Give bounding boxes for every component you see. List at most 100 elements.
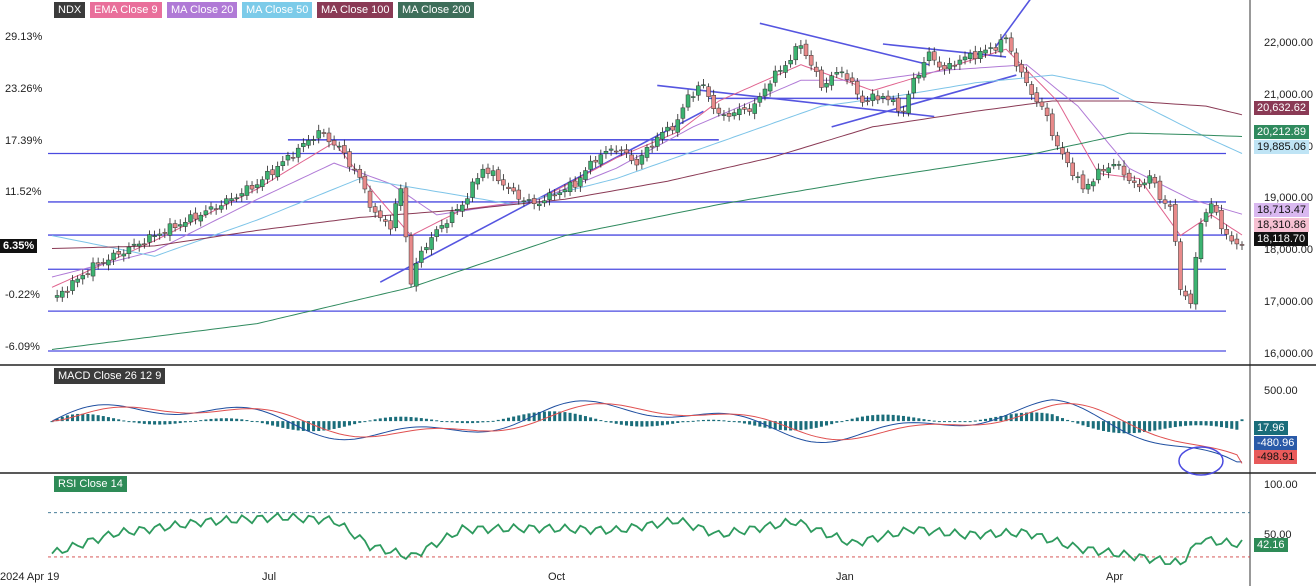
- macd-histogram-bar: [948, 421, 952, 423]
- candle-body: [557, 192, 563, 195]
- macd-histogram-bar: [460, 421, 464, 424]
- candle-body: [116, 251, 121, 255]
- candle-body: [896, 97, 901, 112]
- candle-body: [331, 140, 337, 146]
- macd-histogram-bar: [1143, 421, 1147, 433]
- macd-histogram-bar: [301, 421, 305, 431]
- candle-body: [54, 295, 60, 298]
- candle-body: [167, 223, 173, 236]
- candle-body: [562, 189, 568, 193]
- candle-body: [249, 185, 255, 190]
- candle-body: [239, 193, 245, 197]
- candle-body: [1060, 147, 1065, 155]
- macd-histogram-bar: [1076, 421, 1080, 424]
- macd-histogram-bar: [984, 418, 988, 422]
- macd-value-tag: -480.96: [1254, 436, 1298, 450]
- candle-body: [772, 70, 778, 83]
- macd-histogram-bar: [778, 421, 782, 430]
- macd-histogram-bar: [958, 421, 962, 423]
- macd-histogram-bar: [1132, 421, 1136, 434]
- macd-histogram-bar: [137, 421, 141, 424]
- macd-histogram-bar: [999, 415, 1003, 422]
- macd-histogram-bar: [876, 414, 880, 422]
- macd-histogram-bar: [742, 421, 746, 424]
- legend-item[interactable]: MA Close 100: [317, 2, 394, 18]
- macd-histogram-bar: [604, 421, 608, 423]
- current-value-tag: 18,310.86: [1254, 218, 1309, 232]
- macd-panel: [50, 399, 1244, 476]
- macd-histogram-bar: [1184, 421, 1188, 426]
- candle-body: [444, 223, 450, 228]
- candle-body: [726, 113, 732, 117]
- candle-body: [880, 96, 886, 99]
- rsi-tick-label: 100.00: [1264, 479, 1298, 491]
- candle-body: [501, 179, 506, 186]
- candle-body: [860, 95, 865, 103]
- price-tick-label: 22,000.00: [1264, 37, 1313, 49]
- candle-body: [485, 167, 491, 174]
- candle-body: [1106, 167, 1111, 173]
- time-tick-label: Oct: [548, 571, 566, 583]
- candle-body: [152, 235, 157, 237]
- legend-item[interactable]: MA Close 20: [167, 2, 238, 18]
- macd-histogram-bar: [871, 415, 875, 422]
- macd-histogram-bar: [501, 418, 505, 422]
- candle-body: [1039, 101, 1045, 107]
- candle-body: [1229, 235, 1234, 242]
- macd-histogram-bar: [573, 413, 577, 422]
- macd-histogram-bar: [194, 420, 198, 422]
- candle-body: [142, 243, 147, 246]
- candle-body: [408, 235, 414, 285]
- macd-histogram-bar: [594, 418, 598, 422]
- macd-histogram-bar: [937, 421, 941, 423]
- trendline: [379, 110, 704, 283]
- macd-histogram-bar: [558, 411, 562, 422]
- macd-histogram-bar: [440, 421, 444, 423]
- macd-histogram-bar: [348, 421, 351, 426]
- candle-body: [403, 187, 409, 238]
- candle-body: [578, 177, 583, 187]
- candle-body: [921, 62, 927, 78]
- macd-histogram-bar: [312, 421, 316, 432]
- macd-histogram-bar: [1173, 421, 1177, 428]
- candle-body: [1049, 113, 1055, 136]
- candle-body: [254, 184, 260, 188]
- macd-histogram-bar: [891, 414, 895, 422]
- candle-body: [424, 247, 429, 251]
- candle-body: [952, 64, 958, 67]
- candle-body: [90, 262, 96, 277]
- macd-histogram-bar: [809, 421, 813, 429]
- macd-histogram-bar: [471, 421, 475, 424]
- macd-legend[interactable]: MACD Close 26 12 9: [54, 368, 166, 384]
- candle-body: [552, 194, 557, 197]
- legend-item[interactable]: MA Close 50: [242, 2, 313, 18]
- macd-histogram-bar: [1153, 421, 1157, 431]
- legend-item[interactable]: EMA Close 9: [90, 2, 162, 18]
- candle-body: [496, 169, 501, 182]
- candle-body: [383, 219, 388, 222]
- macd-histogram-bar: [568, 412, 572, 422]
- macd-histogram-bar: [722, 420, 726, 422]
- candle-body: [526, 199, 532, 201]
- macd-histogram-bar: [901, 415, 905, 422]
- time-tick-label: Jan: [836, 571, 854, 583]
- macd-histogram-bar: [953, 421, 957, 423]
- macd-histogram-bar: [866, 415, 870, 422]
- macd-histogram-bar: [76, 413, 80, 422]
- candle-body: [1234, 238, 1240, 245]
- candle-body: [229, 198, 234, 201]
- macd-histogram-bar: [737, 421, 741, 423]
- rsi-value-tag: 42.16: [1254, 538, 1288, 552]
- current-percent-tag: 6.35%: [0, 239, 38, 253]
- macd-histogram-bar: [655, 421, 659, 426]
- candle-body: [1137, 183, 1142, 188]
- legend-item[interactable]: MA Close 200: [398, 2, 475, 18]
- legend-item[interactable]: NDX: [54, 2, 86, 18]
- macd-histogram-bar: [235, 418, 239, 422]
- macd-histogram-bar: [147, 421, 151, 425]
- rsi-legend[interactable]: RSI Close 14: [54, 476, 127, 492]
- macd-histogram-bar: [112, 418, 116, 422]
- candle-body: [311, 139, 316, 141]
- macd-histogram-bar: [696, 420, 700, 422]
